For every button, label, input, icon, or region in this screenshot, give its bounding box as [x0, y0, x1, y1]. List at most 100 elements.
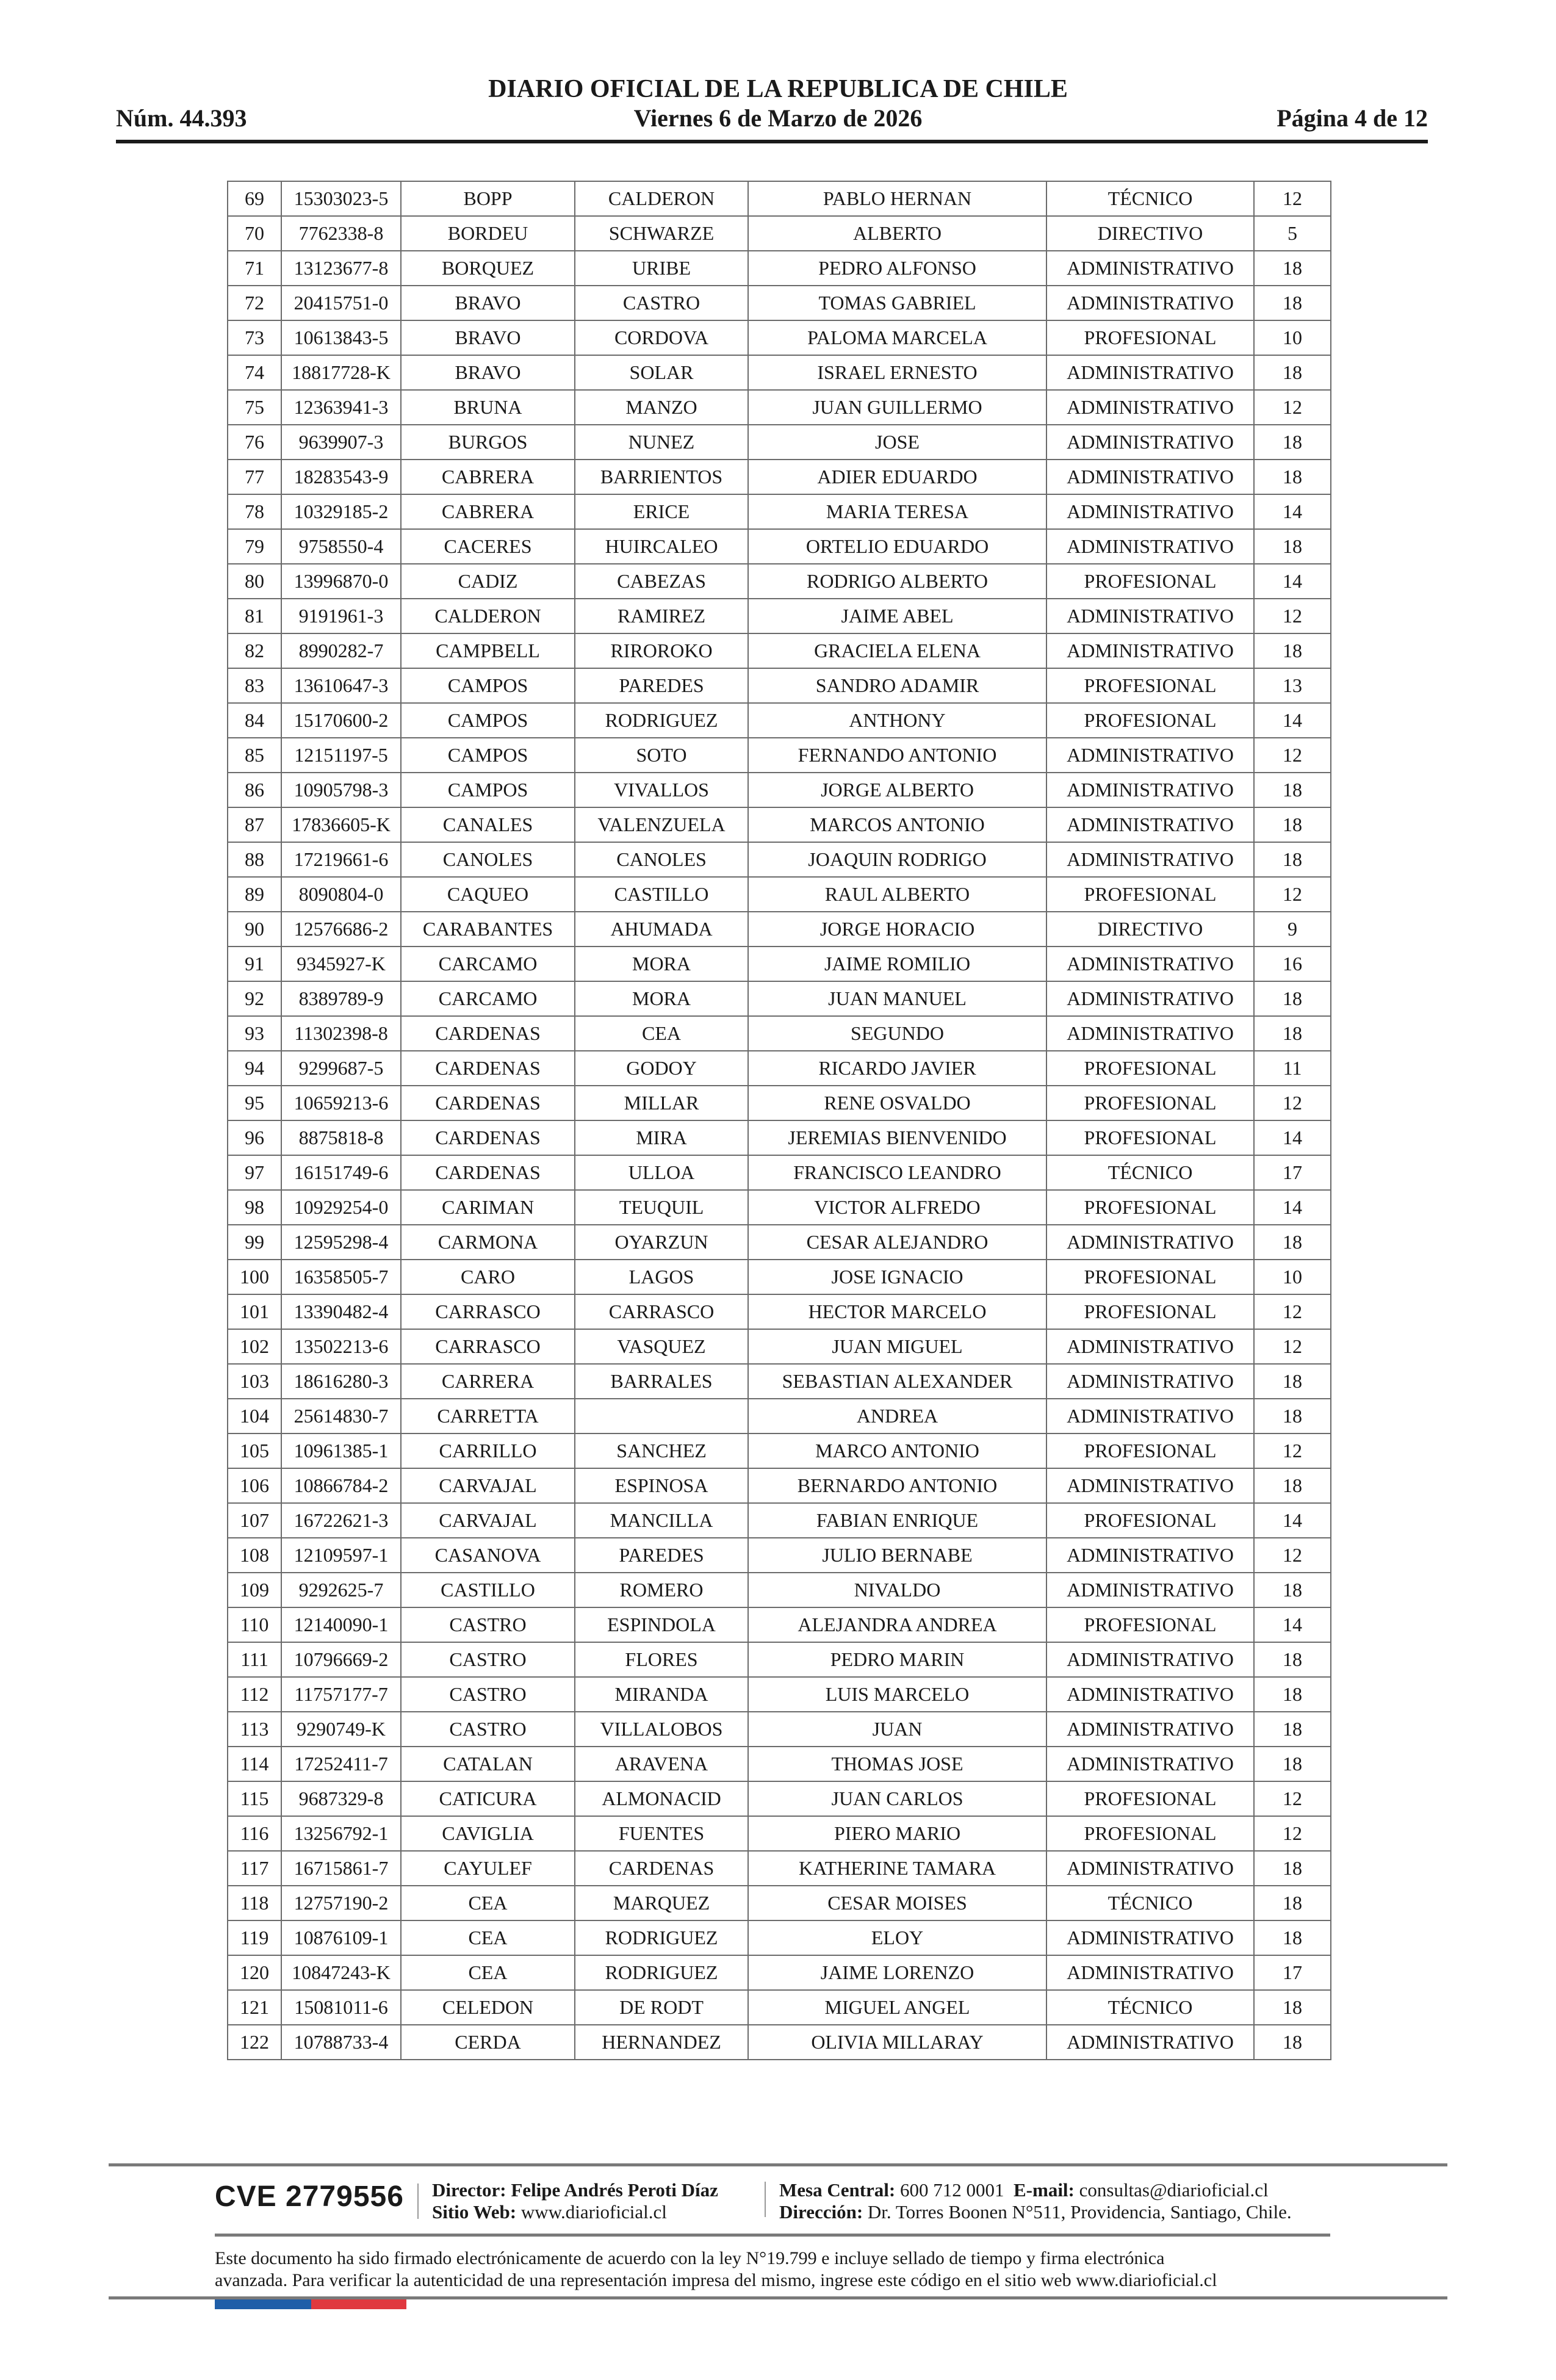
- rut-cell: 15303023-5: [281, 181, 402, 217]
- second-surname-cell: ERICE: [574, 494, 749, 530]
- first-surname-cell: CARDENAS: [400, 1155, 575, 1191]
- grade-cell: 11: [1253, 1050, 1331, 1086]
- first-surname-cell: CAYULEF: [400, 1850, 575, 1886]
- rut-cell: 10866784-2: [281, 1468, 402, 1504]
- second-surname-cell: RODRIGUEZ: [574, 1920, 749, 1956]
- rut-cell: 13390482-4: [281, 1294, 402, 1330]
- issue-number: Núm. 44.393: [116, 104, 247, 132]
- flag-stripe-red: [311, 2299, 406, 2309]
- rut-cell: 12109597-1: [281, 1537, 402, 1573]
- rut-cell: 16358505-7: [281, 1259, 402, 1295]
- first-surname-cell: CABRERA: [400, 459, 575, 495]
- table-row: 118 12757190-2 CEA MARQUEZ CESAR MOISES TÉCNI…: [227, 1885, 1331, 1921]
- rut-cell: 9345927-K: [281, 946, 402, 982]
- second-surname-cell: LAGOS: [574, 1259, 749, 1295]
- rut-cell: 10796669-2: [281, 1642, 402, 1678]
- table-row: 115 9687329-8 CATICURA ALMONACID JUAN CARLOS…: [227, 1781, 1331, 1817]
- rut-cell: 10329185-2: [281, 494, 402, 530]
- grade-cell: 18: [1253, 1850, 1331, 1886]
- category-cell: ADMINISTRATIVO: [1046, 389, 1255, 425]
- rut-cell: 12595298-4: [281, 1224, 402, 1260]
- first-surname-cell: CARDENAS: [400, 1120, 575, 1156]
- grade-cell: 18: [1253, 459, 1331, 495]
- second-surname-cell: VASQUEZ: [574, 1329, 749, 1365]
- row-number-cell: 85: [227, 737, 282, 773]
- given-names-cell: JUAN MANUEL: [747, 981, 1047, 1017]
- personnel-table: 69 15303023-5 BOPP CALDERON PABLO HERNAN TÉCN…: [227, 181, 1331, 2060]
- first-surname-cell: CERDA: [400, 2024, 575, 2060]
- category-cell: ADMINISTRATIVO: [1046, 807, 1255, 843]
- second-surname-cell: CASTILLO: [574, 876, 749, 912]
- row-number-cell: 87: [227, 807, 282, 843]
- row-number-cell: 98: [227, 1189, 282, 1225]
- given-names-cell: RODRIGO ALBERTO: [747, 563, 1047, 599]
- row-number-cell: 71: [227, 250, 282, 286]
- table-row: 75 12363941-3 BRUNA MANZO JUAN GUILLERMO ADMI…: [227, 389, 1331, 425]
- table-row: 106 10866784-2 CARVAJAL ESPINOSA BERNARDO AN…: [227, 1468, 1331, 1504]
- second-surname-cell: RODRIGUEZ: [574, 702, 749, 738]
- row-number-cell: 116: [227, 1816, 282, 1852]
- rut-cell: 16151749-6: [281, 1155, 402, 1191]
- second-surname-cell: GODOY: [574, 1050, 749, 1086]
- grade-cell: 13: [1253, 668, 1331, 704]
- category-cell: PROFESIONAL: [1046, 1085, 1255, 1121]
- rut-cell: 10847243-K: [281, 1955, 402, 1991]
- second-surname-cell: SCHWARZE: [574, 215, 749, 251]
- header-rule: [116, 140, 1428, 143]
- given-names-cell: ADIER EDUARDO: [747, 459, 1047, 495]
- row-number-cell: 79: [227, 528, 282, 564]
- grade-cell: 12: [1253, 737, 1331, 773]
- rut-cell: 17252411-7: [281, 1746, 402, 1782]
- given-names-cell: PEDRO MARIN: [747, 1642, 1047, 1678]
- second-surname-cell: CABEZAS: [574, 563, 749, 599]
- second-surname-cell: BARRIENTOS: [574, 459, 749, 495]
- grade-cell: 18: [1253, 2024, 1331, 2060]
- grade-cell: 14: [1253, 1502, 1331, 1538]
- rut-cell: 10788733-4: [281, 2024, 402, 2060]
- second-surname-cell: TEUQUIL: [574, 1189, 749, 1225]
- row-number-cell: 106: [227, 1468, 282, 1504]
- row-number-cell: 83: [227, 668, 282, 704]
- category-cell: DIRECTIVO: [1046, 911, 1255, 947]
- first-surname-cell: CAMPOS: [400, 737, 575, 773]
- grade-cell: 12: [1253, 598, 1331, 634]
- grade-cell: 9: [1253, 911, 1331, 947]
- grade-cell: 12: [1253, 1294, 1331, 1330]
- disclaimer-line-1: Este documento ha sido firmado electróni…: [215, 2248, 1165, 2268]
- second-surname-cell: BARRALES: [574, 1363, 749, 1399]
- category-cell: PROFESIONAL: [1046, 1816, 1255, 1852]
- email-link[interactable]: consultas@diarioficial.cl: [1079, 2179, 1269, 2201]
- rut-cell: 18817728-K: [281, 355, 402, 391]
- rut-cell: 9290749-K: [281, 1711, 402, 1747]
- table-row: 73 10613843-5 BRAVO CORDOVA PALOMA MARCELA PR…: [227, 320, 1331, 356]
- table-row: 72 20415751-0 BRAVO CASTRO TOMAS GABRIEL ADMI…: [227, 285, 1331, 321]
- grade-cell: 14: [1253, 494, 1331, 530]
- category-cell: ADMINISTRATIVO: [1046, 1642, 1255, 1678]
- second-surname-cell: ROMERO: [574, 1572, 749, 1608]
- first-surname-cell: BORQUEZ: [400, 250, 575, 286]
- category-cell: ADMINISTRATIVO: [1046, 250, 1255, 286]
- table-row: 82 8990282-7 CAMPBELL RIROROKO GRACIELA ELEN…: [227, 633, 1331, 669]
- given-names-cell: ISRAEL ERNESTO: [747, 355, 1047, 391]
- rut-cell: 15081011-6: [281, 1989, 402, 2025]
- given-names-cell: VICTOR ALFREDO: [747, 1189, 1047, 1225]
- grade-cell: 5: [1253, 215, 1331, 251]
- category-cell: ADMINISTRATIVO: [1046, 424, 1255, 460]
- rut-cell: 16715861-7: [281, 1850, 402, 1886]
- footer-divider: [765, 2182, 766, 2217]
- table-row: 110 12140090-1 CASTRO ESPINDOLA ALEJANDRA AN…: [227, 1607, 1331, 1643]
- rut-cell: 13996870-0: [281, 563, 402, 599]
- rut-cell: 10659213-6: [281, 1085, 402, 1121]
- given-names-cell: JUAN CARLOS: [747, 1781, 1047, 1817]
- table-row: 70 7762338-8 BORDEU SCHWARZE ALBERTO DIRECTIV…: [227, 215, 1331, 251]
- rut-cell: 12151197-5: [281, 737, 402, 773]
- grade-cell: 18: [1253, 1363, 1331, 1399]
- first-surname-cell: CARMONA: [400, 1224, 575, 1260]
- category-cell: ADMINISTRATIVO: [1046, 1537, 1255, 1573]
- website-link[interactable]: www.diarioficial.cl: [520, 2201, 667, 2223]
- given-names-cell: JOSE IGNACIO: [747, 1259, 1047, 1295]
- table-row: 104 25614830-7 CARRETTA ANDREA ADMINISTRATIV…: [227, 1398, 1331, 1434]
- row-number-cell: 80: [227, 563, 282, 599]
- rut-cell: 10961385-1: [281, 1433, 402, 1469]
- row-number-cell: 120: [227, 1955, 282, 1991]
